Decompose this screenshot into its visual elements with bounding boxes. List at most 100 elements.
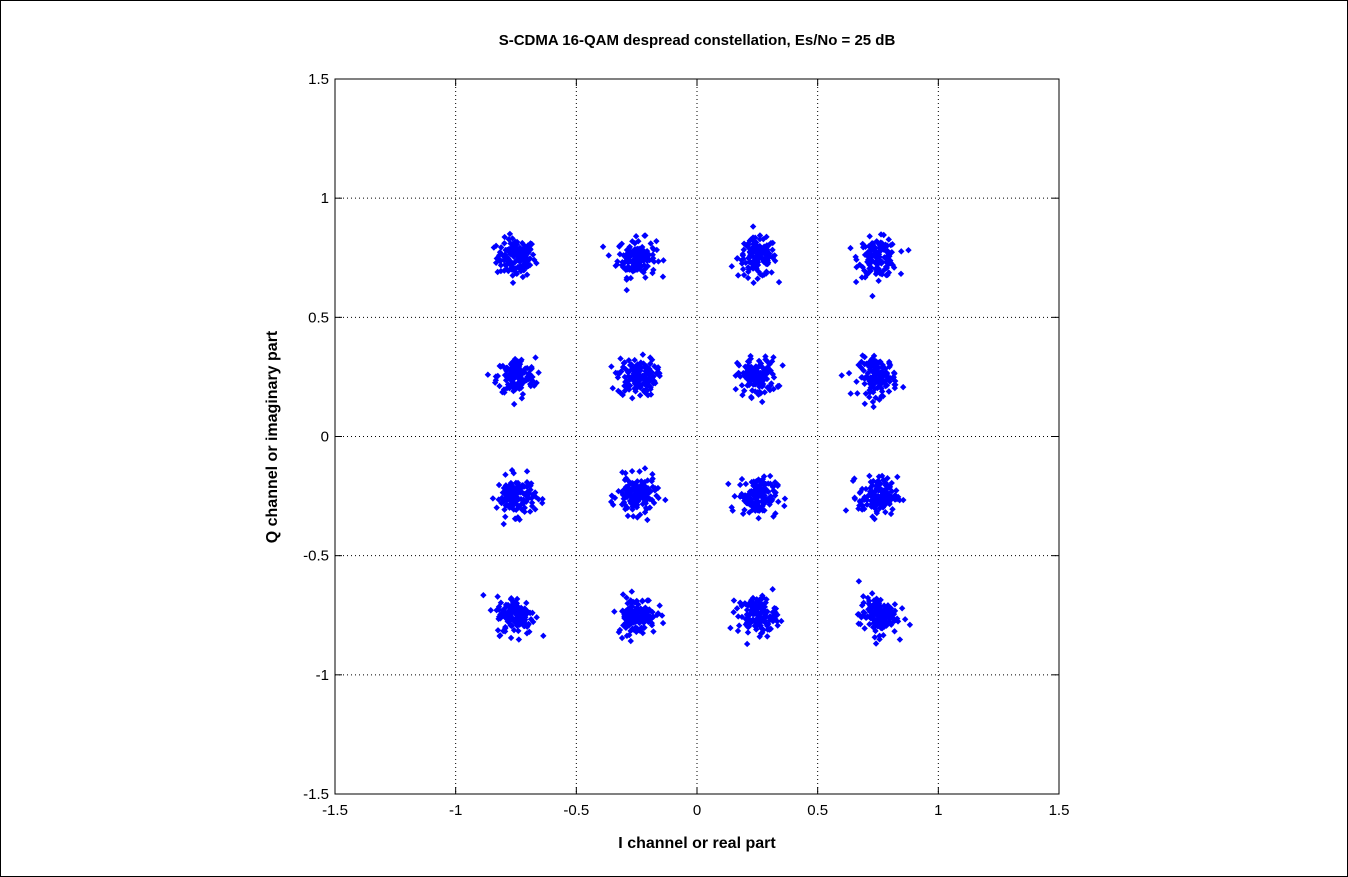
data-point	[747, 502, 755, 509]
x-tick-label: 1.5	[1049, 802, 1070, 819]
data-point	[510, 266, 517, 273]
data-point	[772, 489, 779, 497]
data-point	[626, 486, 633, 493]
data-point	[631, 246, 638, 253]
data-point	[635, 497, 642, 504]
data-point	[511, 355, 519, 363]
data-point	[618, 634, 626, 642]
data-point	[875, 371, 883, 378]
data-point	[645, 597, 652, 604]
data-point	[749, 387, 756, 394]
data-point	[869, 624, 877, 631]
data-point	[513, 618, 520, 625]
data-point	[507, 373, 514, 381]
data-point	[738, 260, 746, 267]
data-point	[493, 504, 500, 511]
data-point	[769, 246, 776, 254]
data-point	[632, 388, 639, 395]
data-point	[755, 476, 762, 483]
data-point	[736, 493, 744, 500]
data-point	[748, 369, 755, 376]
data-point	[879, 361, 886, 369]
data-point	[626, 382, 634, 389]
data-point	[501, 506, 508, 513]
data-point	[761, 500, 768, 507]
data-point	[621, 387, 629, 394]
data-point	[861, 353, 868, 361]
data-point	[539, 499, 546, 507]
x-tick-label: -1.5	[322, 802, 348, 819]
data-point	[767, 480, 774, 488]
data-point	[508, 609, 515, 616]
data-point	[884, 605, 892, 613]
data-point	[849, 477, 857, 485]
data-point	[617, 355, 624, 362]
data-point	[855, 505, 862, 512]
data-point	[873, 264, 881, 272]
data-point	[508, 362, 516, 369]
data-point	[865, 359, 872, 366]
data-point	[644, 516, 651, 524]
data-point	[647, 384, 654, 391]
data-point	[861, 400, 869, 408]
data-point	[733, 605, 741, 612]
data-point	[748, 375, 755, 382]
data-point	[503, 266, 511, 273]
data-point	[890, 369, 898, 376]
data-point	[871, 492, 878, 500]
data-point	[760, 603, 767, 611]
data-point	[501, 389, 508, 396]
data-point	[528, 495, 535, 502]
data-point	[858, 374, 866, 381]
data-point	[760, 626, 767, 634]
data-point	[886, 378, 894, 385]
data-point	[857, 364, 865, 371]
data-point	[856, 489, 864, 497]
data-point	[501, 371, 509, 379]
data-point	[744, 274, 752, 282]
data-point	[624, 488, 632, 496]
data-point	[629, 497, 636, 504]
data-point	[740, 246, 748, 253]
data-point	[531, 256, 538, 264]
data-point	[527, 486, 534, 494]
data-point	[612, 369, 619, 377]
data-point	[878, 500, 885, 507]
data-point	[758, 498, 766, 505]
data-point	[516, 516, 523, 523]
data-point	[763, 357, 771, 365]
data-point	[770, 374, 778, 381]
data-point	[614, 258, 621, 265]
constellation-cluster-6	[732, 352, 786, 406]
data-point	[748, 607, 756, 615]
data-point	[490, 244, 498, 251]
constellation-cluster-10	[725, 472, 789, 522]
data-point	[875, 614, 882, 622]
data-point	[751, 622, 758, 630]
data-point	[615, 628, 623, 636]
data-point	[496, 252, 503, 259]
data-point	[626, 243, 633, 251]
data-point	[528, 502, 536, 510]
data-point	[510, 506, 517, 513]
data-point	[523, 479, 531, 486]
data-point	[621, 359, 628, 366]
data-point	[631, 356, 638, 364]
data-point	[513, 270, 521, 278]
data-point	[755, 391, 762, 398]
data-point	[630, 480, 638, 487]
data-point	[533, 259, 540, 267]
data-point	[525, 371, 533, 378]
y-tick-label: -0.5	[303, 548, 329, 565]
data-point	[634, 266, 641, 273]
data-point	[906, 621, 914, 628]
data-point	[743, 370, 750, 377]
data-point	[771, 252, 778, 259]
data-point	[500, 520, 507, 528]
data-point	[763, 370, 770, 378]
data-point	[613, 261, 621, 268]
data-point	[861, 267, 868, 274]
data-point	[767, 625, 774, 633]
data-point	[869, 383, 877, 390]
data-point	[618, 368, 625, 375]
